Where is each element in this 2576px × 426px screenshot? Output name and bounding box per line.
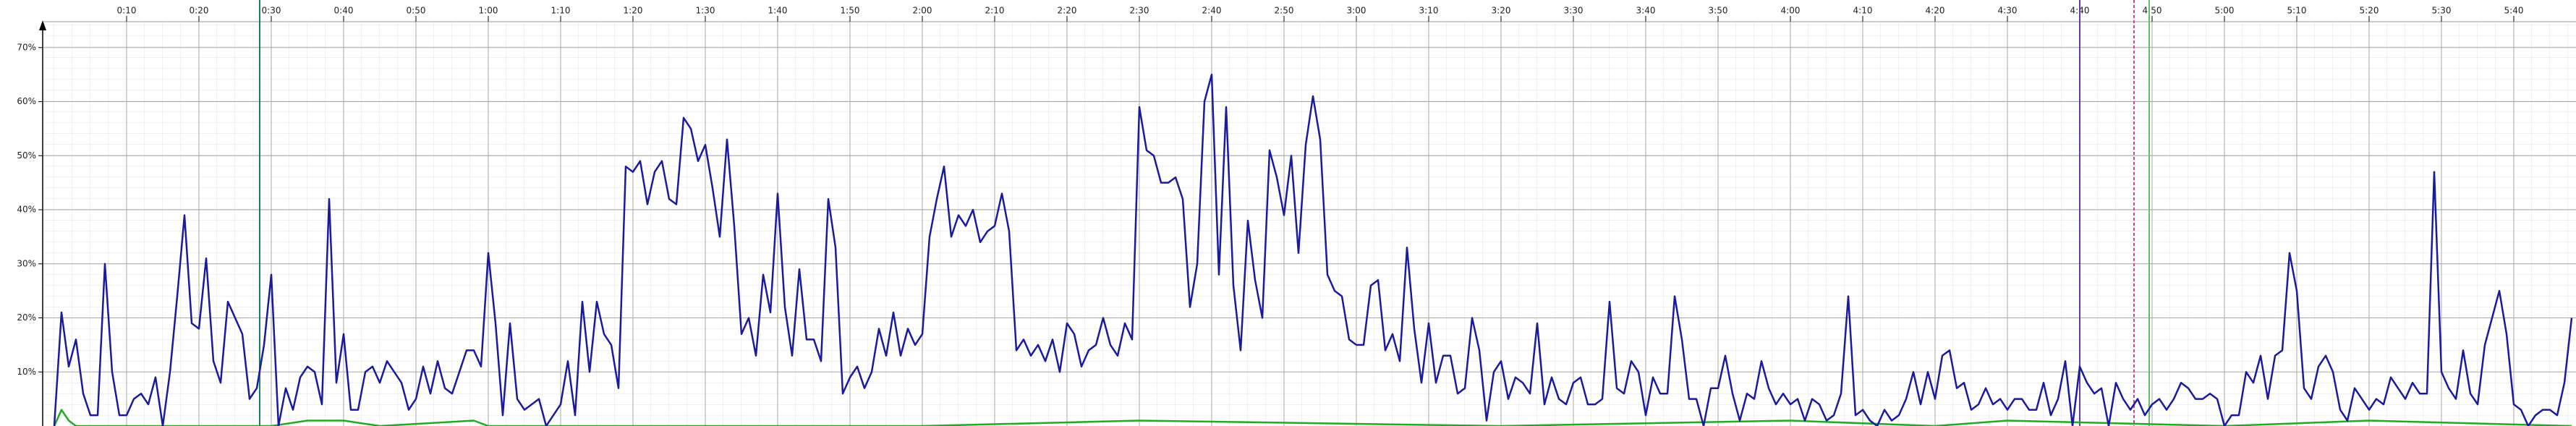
x-tick-label: 3:30 — [1564, 6, 1584, 16]
x-tick-label: 3:40 — [1636, 6, 1656, 16]
x-tick-label: 2:50 — [1275, 6, 1294, 16]
x-tick-label: 2:30 — [1130, 6, 1149, 16]
x-tick-label: 4:50 — [2143, 6, 2162, 16]
x-tick-label: 1:50 — [841, 6, 860, 16]
x-tick-label: 1:00 — [479, 6, 498, 16]
minor-grid — [43, 22, 2576, 426]
x-tick-label: 5:00 — [2215, 6, 2235, 16]
x-tick-label: 1:10 — [551, 6, 571, 16]
y-tick-label: 30% — [17, 258, 36, 268]
x-tick-label: 3:00 — [1347, 6, 1366, 16]
x-tick-label: 4:30 — [1998, 6, 2018, 16]
x-tick-label: 2:20 — [1058, 6, 1077, 16]
y-tick-label: 70% — [17, 42, 36, 52]
y-tick-label: 10% — [17, 367, 36, 377]
x-tick-label: 2:40 — [1202, 6, 1222, 16]
x-tick-label: 4:00 — [1781, 6, 1801, 16]
x-tick-label: 3:10 — [1419, 6, 1439, 16]
x-tick-label: 2:00 — [913, 6, 932, 16]
x-tick-label: 3:50 — [1709, 6, 1728, 16]
x-tick-label: 5:20 — [2360, 6, 2379, 16]
y-tick-label: 40% — [17, 205, 36, 215]
x-tick-label: 5:10 — [2287, 6, 2307, 16]
y-tick-label: 60% — [17, 96, 36, 106]
y-tick-label: 50% — [17, 150, 36, 161]
x-tick-label: 1:20 — [624, 6, 643, 16]
x-tick-label: 0:10 — [117, 6, 137, 16]
x-tick-label: 2:10 — [985, 6, 1005, 16]
x-tick-label: 1:40 — [768, 6, 788, 16]
x-tick-label: 5:40 — [2504, 6, 2524, 16]
x-tick-label: 0:40 — [334, 6, 354, 16]
x-tick-label: 0:50 — [407, 6, 426, 16]
x-tick-label: 0:30 — [262, 6, 281, 16]
x-tick-label: 3:20 — [1492, 6, 1511, 16]
x-tick-label: 0:20 — [190, 6, 209, 16]
x-tick-label: 5:30 — [2432, 6, 2452, 16]
x-tick-label: 4:20 — [1926, 6, 1945, 16]
x-tick-label: 1:30 — [696, 6, 715, 16]
x-tick-label: 4:10 — [1853, 6, 1873, 16]
series-line — [53, 73, 2573, 426]
series-line — [53, 409, 2572, 426]
y-tick-label: 20% — [17, 312, 36, 323]
axis-arrow — [39, 20, 46, 30]
